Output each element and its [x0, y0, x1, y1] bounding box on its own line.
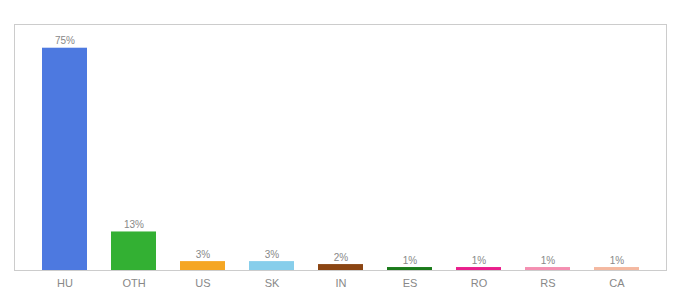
svg-text:1%: 1%	[403, 255, 418, 266]
svg-text:IN: IN	[336, 277, 347, 289]
svg-text:75%: 75%	[55, 35, 75, 46]
svg-text:1%: 1%	[472, 255, 487, 266]
svg-text:US: US	[195, 277, 210, 289]
svg-text:2%: 2%	[334, 252, 349, 263]
svg-text:CA: CA	[609, 277, 625, 289]
svg-text:HU: HU	[57, 277, 73, 289]
svg-text:1%: 1%	[610, 255, 625, 266]
svg-text:3%: 3%	[265, 249, 280, 260]
svg-text:13%: 13%	[124, 219, 144, 230]
svg-text:1%: 1%	[541, 255, 556, 266]
svg-text:RS: RS	[540, 277, 555, 289]
svg-text:SK: SK	[265, 277, 280, 289]
svg-text:3%: 3%	[196, 249, 211, 260]
svg-text:OTH: OTH	[122, 277, 145, 289]
svg-text:RO: RO	[471, 277, 488, 289]
svg-text:ES: ES	[403, 277, 418, 289]
